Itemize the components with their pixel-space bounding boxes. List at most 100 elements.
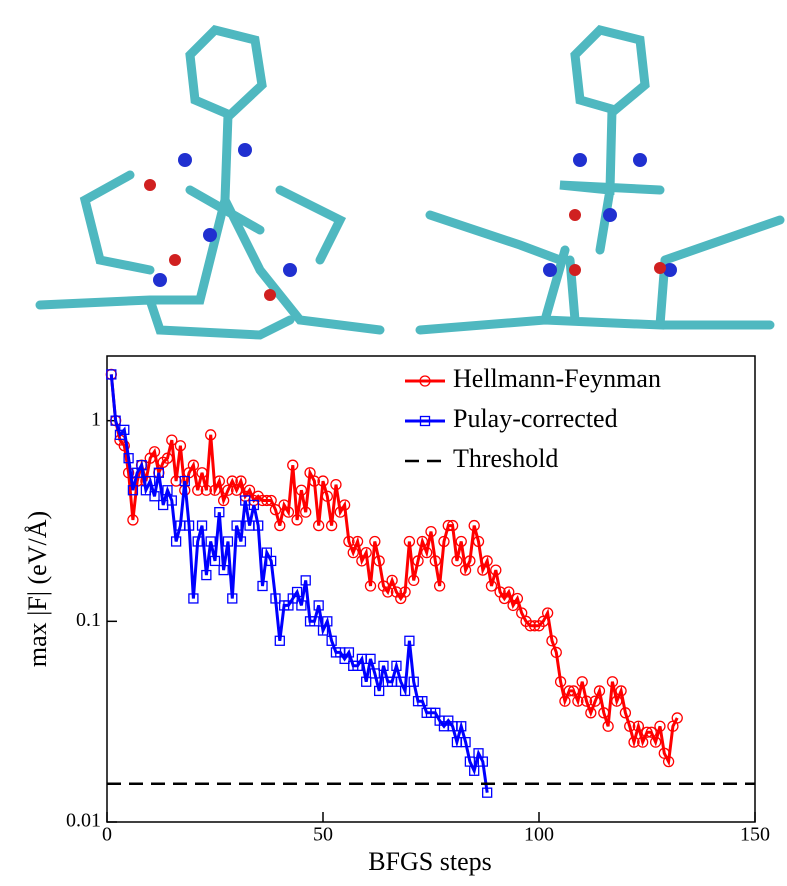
data-point [637, 736, 649, 748]
data-point [541, 607, 554, 619]
data-point [308, 475, 321, 487]
data-point [196, 520, 208, 531]
data-point [300, 506, 312, 518]
data-point [624, 720, 636, 732]
data-point [589, 695, 601, 707]
data-point [628, 736, 640, 748]
data-point [598, 707, 610, 719]
data-point [106, 369, 117, 380]
data-point [550, 646, 562, 659]
data-point [442, 519, 454, 532]
data-point [459, 564, 472, 576]
data-point [261, 494, 273, 507]
data-point [235, 475, 247, 487]
data-point [425, 525, 437, 538]
data-point [365, 653, 376, 665]
data-point [196, 467, 208, 479]
nitrogen [543, 153, 677, 277]
nitrogen [153, 143, 297, 287]
data-point [511, 592, 524, 605]
data-point [214, 507, 225, 518]
data-point [291, 586, 303, 598]
data-point [481, 555, 493, 567]
data-point [606, 676, 619, 688]
data-point [382, 586, 394, 598]
data-point [619, 707, 632, 719]
y-axis-label: max |F| (eV/Å) [23, 511, 52, 667]
data-point [326, 635, 337, 646]
legend-label: Threshold [453, 444, 558, 473]
data-point [295, 484, 308, 496]
data-point [188, 593, 199, 604]
data-point [118, 440, 130, 452]
data-point [378, 660, 389, 671]
data-point [567, 685, 580, 697]
data-point [248, 499, 260, 511]
data-point [563, 685, 575, 697]
data-point [503, 586, 515, 598]
data-point [265, 494, 277, 507]
data-point [399, 685, 411, 697]
data-point [662, 755, 675, 768]
data-point [386, 574, 398, 587]
data-point [148, 446, 161, 458]
data-point [576, 676, 588, 688]
data-point [257, 580, 268, 592]
data-point [554, 676, 567, 688]
data-point [183, 520, 195, 531]
data-point [611, 695, 623, 707]
data-point [468, 519, 480, 532]
data-point [226, 475, 238, 487]
data-point [408, 574, 420, 587]
y-tick-label: 0.01 [66, 810, 101, 832]
data-point [330, 478, 342, 491]
data-point [217, 494, 230, 507]
data-point [343, 647, 355, 658]
data-point [166, 495, 177, 506]
plot-frame [106, 355, 756, 823]
data-point [201, 569, 212, 581]
data-point [446, 519, 459, 532]
data-point [369, 668, 380, 679]
data-point [119, 424, 130, 435]
data-point [170, 475, 182, 487]
molecule-left [35, 25, 385, 340]
data-point [524, 620, 537, 632]
legend-marker [419, 375, 431, 387]
data-point [205, 429, 217, 441]
data-point [291, 514, 303, 526]
data-point [433, 580, 446, 592]
data-point [408, 676, 419, 687]
data-point [472, 535, 485, 548]
data-point [421, 546, 433, 559]
series-line [109, 374, 489, 793]
x-tick-label: 150 [740, 824, 770, 846]
data-point [222, 484, 234, 496]
data-point [145, 475, 156, 487]
data-point [347, 546, 359, 559]
data-point [313, 600, 324, 611]
data-point [373, 555, 385, 567]
data-point [136, 460, 147, 471]
data-point [641, 726, 653, 738]
x-tick-label: 50 [313, 824, 333, 846]
data-point [317, 475, 329, 487]
ring [185, 25, 267, 121]
data-point [127, 485, 139, 496]
data-point [322, 616, 333, 627]
data-point [222, 536, 234, 547]
data-point [412, 555, 424, 567]
data-point [369, 535, 381, 548]
data-point [429, 555, 441, 567]
data-point [153, 467, 164, 478]
data-point [546, 635, 558, 647]
data-point [300, 575, 311, 586]
data-point [417, 696, 428, 707]
legend-label: Pulay-corrected [453, 404, 618, 433]
data-point [374, 685, 385, 697]
data-point [209, 555, 221, 567]
data-point [230, 484, 243, 496]
data-point [391, 660, 402, 671]
data-point [209, 484, 221, 496]
